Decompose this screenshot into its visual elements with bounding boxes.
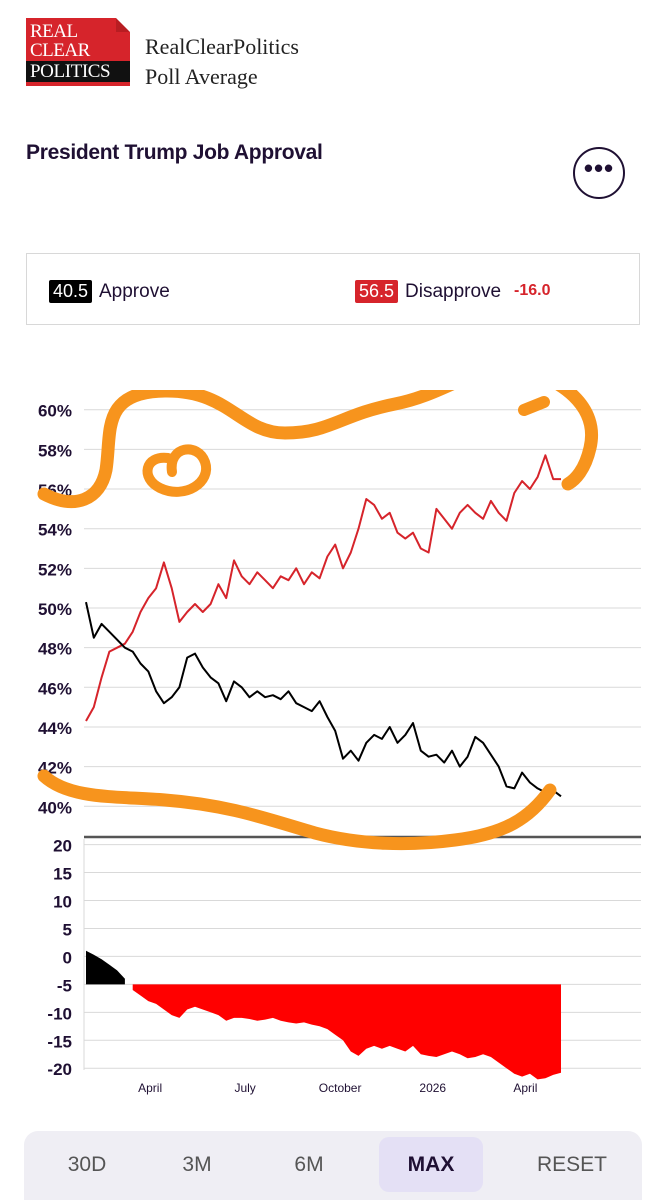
annotation-bottom-curve <box>37 769 557 851</box>
approval-chart[interactable]: 60%58%56%54%52%50%48%46%44%42%40% 201510… <box>0 390 666 1110</box>
x-tick-label: 2026 <box>419 1081 446 1095</box>
series-line-approve <box>85 601 562 798</box>
bottom-y-axis-labels: 20 15 10 5 0 -5 -10 -15 -20 <box>47 837 72 1080</box>
tab-6m[interactable]: 6M <box>294 1153 324 1176</box>
y-tick-label: 10 <box>53 893 72 912</box>
logo-line-3: POLITICS <box>26 61 130 82</box>
x-axis-labels: April July October 2026 April <box>138 1081 537 1095</box>
y-tick-label: 52% <box>38 560 72 579</box>
spread-area <box>86 950 561 1080</box>
series-line-disapprove <box>85 454 561 722</box>
y-tick-label: 5 <box>63 920 72 939</box>
y-tick-label: -10 <box>47 1004 72 1023</box>
annotation-top-loop <box>37 390 598 509</box>
y-tick-label: 0 <box>63 948 72 967</box>
y-tick-label: 58% <box>38 441 72 460</box>
spread-area-positive <box>86 950 125 985</box>
y-tick-label: 48% <box>38 640 72 659</box>
y-tick-label: 44% <box>38 719 72 738</box>
spread-value: -16.0 <box>514 282 551 299</box>
y-tick-label: 46% <box>38 679 72 698</box>
series-lines <box>85 454 562 798</box>
page-title: President Trump Job Approval <box>26 141 323 164</box>
disapprove-label: Disapprove <box>405 281 502 302</box>
annotation-dash <box>518 396 550 416</box>
rcp-logo[interactable]: REAL CLEAR POLITICS <box>26 18 130 86</box>
tab-3m[interactable]: 3M <box>182 1153 212 1176</box>
brand-name: RealClearPolitics Poll Average <box>145 32 299 92</box>
y-tick-label: -20 <box>47 1060 72 1079</box>
orange-annotations <box>37 390 598 851</box>
annotation-small-circle <box>142 444 212 497</box>
top-y-axis-labels: 60%58%56%54%52%50%48%46%44%42%40% <box>38 402 72 818</box>
logo-line-1: REAL <box>30 21 78 42</box>
reset-button[interactable]: RESET <box>536 1153 607 1176</box>
approve-value-badge: 40.5 <box>49 280 93 303</box>
spread-area-negative <box>132 984 561 1080</box>
y-tick-label: -5 <box>57 976 72 995</box>
y-tick-label: 20 <box>53 837 72 856</box>
tab-30d[interactable]: 30D <box>67 1153 107 1176</box>
brand-line-2: Poll Average <box>145 64 258 89</box>
x-tick-label: July <box>234 1081 255 1095</box>
more-options-button[interactable]: ••• <box>573 147 625 199</box>
x-tick-label: April <box>513 1081 537 1095</box>
y-tick-label: 40% <box>38 798 72 817</box>
tab-max[interactable]: MAX <box>379 1137 483 1192</box>
range-tabs: 30D 3M 6M MAX RESET <box>24 1131 642 1200</box>
y-tick-label: 60% <box>38 402 72 421</box>
disapprove-value-badge: 56.5 <box>355 280 399 303</box>
y-tick-label: 15 <box>53 865 72 884</box>
y-tick-label: -15 <box>47 1032 72 1051</box>
approve-label: Approve <box>99 281 170 302</box>
ellipsis-icon: ••• <box>583 153 615 183</box>
legend-box: 40.5 Approve 56.5 Disapprove -16.0 <box>26 253 640 325</box>
x-tick-label: April <box>138 1081 162 1095</box>
logo-line-2: CLEAR <box>30 40 90 61</box>
logo-fold <box>116 18 130 32</box>
y-tick-label: 50% <box>38 600 72 619</box>
brand-line-1: RealClearPolitics <box>145 34 299 59</box>
x-tick-label: October <box>319 1081 362 1095</box>
y-tick-label: 54% <box>38 521 72 540</box>
